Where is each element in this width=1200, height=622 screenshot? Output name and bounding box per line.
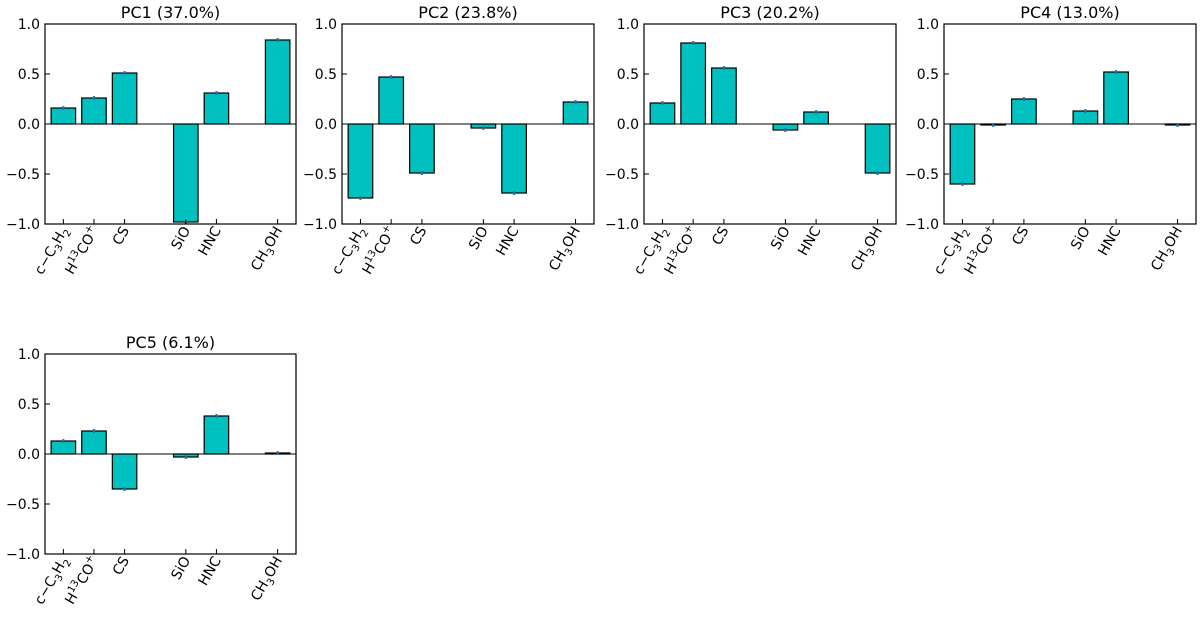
bar-6 xyxy=(264,39,291,125)
x-tick-label: CS xyxy=(709,224,732,248)
bar-2 xyxy=(81,97,107,125)
pc-panel-1: PC1 (37.0%)1.00.50.0−0.5−1.0c−C3H2H13CO+… xyxy=(6,3,297,277)
pc-panel-2: PC2 (23.8%)1.00.50.0−0.5−1.0c−C3H2H13CO+… xyxy=(303,3,595,277)
bar-5 xyxy=(203,92,230,125)
bar-3 xyxy=(111,72,138,125)
x-tick-label: HNC xyxy=(795,224,824,259)
x-tick-label: CH3OH xyxy=(546,224,587,275)
bar-5 xyxy=(1103,71,1129,125)
panel-title: PC5 (6.1%) xyxy=(126,333,215,352)
x-tick-label: SiO xyxy=(768,224,794,253)
y-tick-label: 0.0 xyxy=(917,117,939,133)
x-tick-label: CS xyxy=(110,224,133,248)
y-tick-label: 1.0 xyxy=(18,347,40,363)
bar-3 xyxy=(409,123,435,174)
y-tick-label: 0.0 xyxy=(18,117,40,133)
bar-2 xyxy=(378,76,405,125)
y-tick-label: 0.5 xyxy=(315,67,337,83)
x-tick-label: CH3OH xyxy=(1148,224,1189,275)
y-tick-label: −1.0 xyxy=(303,217,337,233)
x-tick-label: CS xyxy=(110,554,133,578)
x-tick-label: CH3OH xyxy=(248,224,289,275)
panel-title: PC1 (37.0%) xyxy=(121,3,220,22)
y-tick-label: −0.5 xyxy=(6,497,40,513)
bar-3 xyxy=(111,453,138,490)
y-tick-label: −1.0 xyxy=(905,217,939,233)
panel-title: PC4 (13.0%) xyxy=(1020,3,1119,22)
bar-3 xyxy=(1011,98,1037,125)
y-tick-label: 0.0 xyxy=(315,117,337,133)
y-tick-label: 1.0 xyxy=(315,17,337,33)
x-tick-label: CH3OH xyxy=(848,224,889,275)
y-tick-label: −1.0 xyxy=(6,547,40,563)
bar-5 xyxy=(203,415,230,455)
y-tick-label: −1.0 xyxy=(605,217,639,233)
bar-6 xyxy=(864,123,891,174)
bar-5 xyxy=(501,123,527,194)
y-tick-label: 0.0 xyxy=(18,447,40,463)
pc-panel-4: PC4 (13.0%)1.00.50.0−0.5−1.0c−C3H2H13CO+… xyxy=(905,3,1197,279)
x-tick-label: SiO xyxy=(466,224,492,253)
y-tick-label: −0.5 xyxy=(6,167,40,183)
x-tick-label: SiO xyxy=(169,554,195,583)
bar-2 xyxy=(81,430,107,455)
bar-6 xyxy=(562,101,589,125)
y-tick-label: 0.5 xyxy=(18,67,40,83)
x-tick-label: HNC xyxy=(1095,224,1124,259)
y-tick-label: 0.5 xyxy=(18,397,40,413)
x-tick-label: CH3OH xyxy=(248,554,289,605)
y-tick-label: −1.0 xyxy=(6,217,40,233)
x-tick-label: HNC xyxy=(493,224,522,259)
panel-title: PC2 (23.8%) xyxy=(418,3,517,22)
pc-panel-3: PC3 (20.2%)1.00.50.0−0.5−1.0c−C3H2H13CO+… xyxy=(605,3,897,277)
x-tick-label: c−C3H2 xyxy=(32,554,75,609)
x-tick-label: HNC xyxy=(196,224,225,259)
x-tick-label: SiO xyxy=(1068,224,1094,253)
bar-3 xyxy=(711,67,737,125)
bar-4 xyxy=(172,123,199,223)
panel-title: PC3 (20.2%) xyxy=(720,3,819,22)
y-tick-label: −0.5 xyxy=(905,167,939,183)
y-tick-label: 0.5 xyxy=(917,67,939,83)
x-tick-label: CS xyxy=(1009,224,1032,248)
bar-1 xyxy=(649,102,676,125)
bar-1 xyxy=(50,107,77,125)
bar-1 xyxy=(949,123,976,185)
y-tick-label: 1.0 xyxy=(917,17,939,33)
bar-1 xyxy=(347,123,374,199)
x-tick-label: SiO xyxy=(169,224,195,253)
x-tick-label: c−C3H2 xyxy=(931,224,974,279)
y-tick-label: −0.5 xyxy=(303,167,337,183)
y-tick-label: 1.0 xyxy=(18,17,40,33)
y-tick-label: −0.5 xyxy=(605,167,639,183)
y-tick-label: 0.5 xyxy=(617,67,639,83)
y-tick-label: 0.0 xyxy=(617,117,639,133)
x-tick-label: HNC xyxy=(196,554,225,589)
y-tick-label: 1.0 xyxy=(617,17,639,33)
x-tick-label: CS xyxy=(407,224,430,248)
bar-2 xyxy=(680,42,707,125)
